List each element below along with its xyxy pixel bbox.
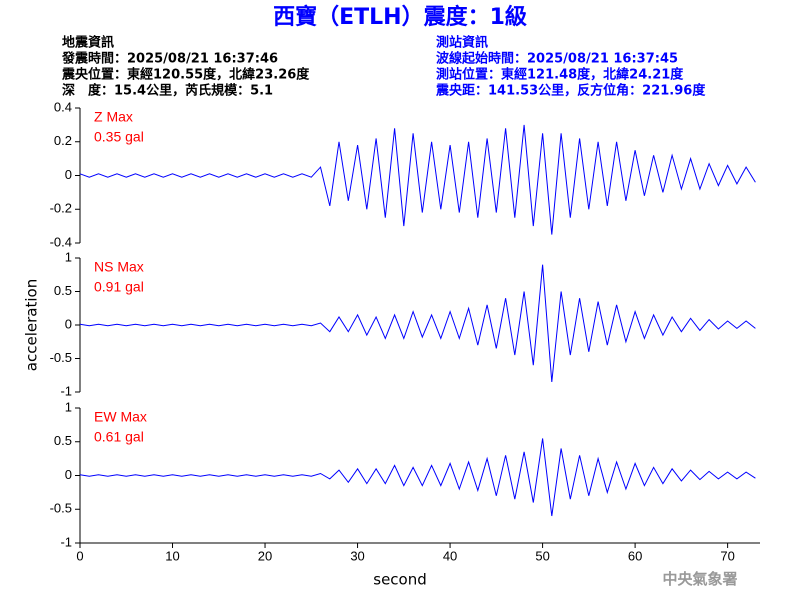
info-left: 震央位置：東經120.55度，北緯23.26度 [61, 67, 310, 83]
annotation: NS Max [94, 259, 144, 275]
y-tick-label: -0.5 [50, 350, 72, 365]
y-tick-label: -0.5 [50, 501, 72, 516]
info-left: 深 度：15.4公里，芮氏規模：5.1 [62, 83, 273, 99]
annotation: 0.91 gal [94, 279, 144, 295]
annotation: 0.61 gal [94, 429, 144, 445]
info-left: 地震資訊 [62, 35, 114, 51]
x-tick-label: 20 [258, 548, 272, 563]
x-tick-label: 30 [350, 548, 364, 563]
y-tick-label: 0 [65, 316, 72, 331]
waveform [79, 264, 756, 382]
info-right: 測站資訊 [436, 35, 488, 51]
x-axis-label: second [373, 571, 427, 589]
x-tick-label: 50 [535, 548, 549, 563]
y-tick-label: 1 [65, 399, 72, 414]
y-tick-label: -0.2 [50, 201, 72, 216]
watermark: 中央氣象署 [662, 570, 737, 588]
annotation: Z Max [94, 109, 133, 125]
y-tick-label: -1 [60, 534, 72, 549]
x-tick-label: 40 [443, 548, 457, 563]
info-right: 波線起始時間：2025/08/21 16:37:45 [436, 51, 678, 67]
x-tick-label: 0 [76, 548, 83, 563]
annotation: EW Max [94, 409, 147, 425]
y-tick-label: 0.2 [54, 133, 72, 148]
x-tick-label: 60 [628, 548, 642, 563]
annotation: 0.35 gal [94, 129, 144, 145]
info-right: 震央距：141.53公里，反方位角：221.96度 [435, 83, 706, 99]
y-axis-label: acceleration [23, 279, 41, 371]
info-left: 發震時間：2025/08/21 16:37:46 [61, 51, 278, 67]
y-tick-label: 1 [65, 249, 72, 264]
y-tick-label: 0 [65, 467, 72, 482]
y-tick-label: 0 [65, 167, 72, 182]
x-tick-label: 70 [720, 548, 734, 563]
y-tick-label: -0.4 [50, 234, 72, 249]
title: 西寶（ETLH）震度：1級 [273, 4, 527, 30]
y-tick-label: 0.5 [54, 433, 72, 448]
y-tick-label: 0.4 [54, 99, 72, 114]
y-tick-label: -1 [60, 383, 72, 398]
x-tick-label: 10 [165, 548, 179, 563]
y-tick-label: 0.5 [54, 283, 72, 298]
info-right: 測站位置：東經121.48度，北緯24.21度 [436, 67, 684, 83]
waveform [79, 124, 756, 235]
waveform [79, 438, 756, 517]
